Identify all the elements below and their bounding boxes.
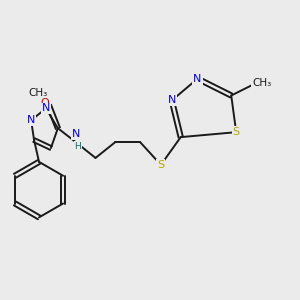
- Text: N: N: [42, 103, 50, 113]
- Text: CH₃: CH₃: [28, 88, 48, 98]
- Text: S: S: [157, 160, 164, 170]
- Text: N: N: [71, 129, 80, 139]
- Text: N: N: [27, 115, 35, 125]
- Text: S: S: [232, 127, 240, 137]
- Text: CH₃: CH₃: [252, 78, 272, 88]
- Text: N: N: [194, 74, 202, 84]
- Text: N: N: [168, 95, 176, 106]
- Text: H: H: [74, 142, 81, 151]
- Text: O: O: [40, 98, 50, 108]
